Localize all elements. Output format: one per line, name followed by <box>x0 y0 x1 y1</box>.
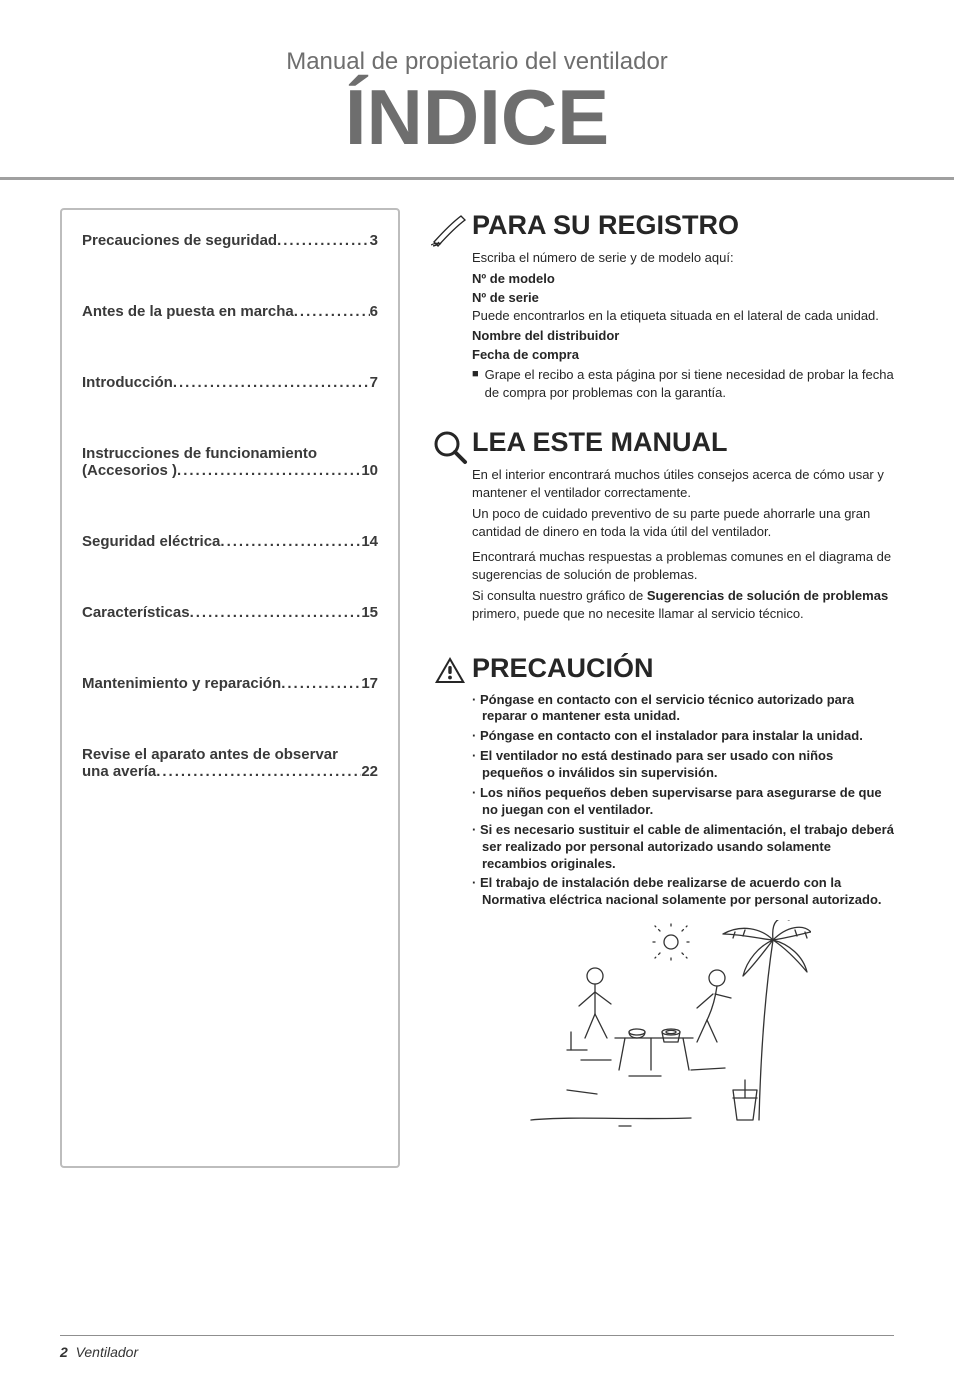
toc-page: 3 <box>370 232 378 249</box>
toc-item: Introducción ...........................… <box>82 374 378 391</box>
toc-item: Seguridad eléctrica ....................… <box>82 533 378 550</box>
toc-label: Mantenimiento y reparación <box>82 675 281 692</box>
section-read-manual: LEA ESTE MANUAL En el interior encontrar… <box>428 427 894 626</box>
precaution-item: Si es necesario sustituir el cable de al… <box>472 822 894 873</box>
toc-label: Antes de la puesta en marcha <box>82 303 294 320</box>
toc-label: Precauciones de seguridad <box>82 232 277 249</box>
toc-page: 22 <box>361 763 378 780</box>
footer-rule <box>60 1335 894 1336</box>
read-p3b: Si consulta nuestro gráfico de Sugerenci… <box>472 587 894 622</box>
toc-label: Introducción <box>82 374 173 391</box>
page-footer: 2 Ventilador <box>60 1335 894 1360</box>
read-p3b-bold: Sugerencias de solución de problemas <box>647 588 888 603</box>
purchase-date-label: Fecha de compra <box>472 347 894 362</box>
square-bullet-icon: ■ <box>472 366 479 401</box>
precaution-item: El trabajo de instalación debe realizars… <box>472 875 894 909</box>
toc-page: 6 <box>370 303 378 320</box>
toc-label: Instrucciones de funcionamiento <box>82 445 378 462</box>
toc-page: 14 <box>361 533 378 550</box>
toc-item: Instrucciones de funcionamiento (Accesor… <box>82 445 378 479</box>
model-number-label: Nº de modelo <box>472 271 894 286</box>
toc-dots: .............. <box>294 303 370 320</box>
beach-scene-illustration <box>428 920 894 1130</box>
warning-icon <box>428 653 472 913</box>
toc-dots: ........................................… <box>173 374 370 391</box>
dealer-name-label: Nombre del distribuidor <box>472 328 894 343</box>
toc-box: Precauciones de seguridad ..............… <box>60 208 400 1168</box>
staple-receipt-text: Grape el recibo a esta página por si tie… <box>485 366 894 401</box>
find-labels-text: Puede encontrarlos en la etiqueta situad… <box>472 307 894 325</box>
read-p1: En el interior encontrará muchos útiles … <box>472 466 894 501</box>
read-p3b-pre: Si consulta nuestro gráfico de <box>472 588 647 603</box>
section-title: LEA ESTE MANUAL <box>472 427 894 458</box>
serial-number-label: Nº de serie <box>472 290 894 305</box>
toc-sublabel: (Accesorios ) <box>82 462 177 479</box>
toc-item: Mantenimiento y reparación .............… <box>82 675 378 692</box>
section-title: PRECAUCIÓN <box>472 653 894 684</box>
toc-page: 10 <box>361 462 378 479</box>
toc-label: Características <box>82 604 190 621</box>
pen-icon <box>428 210 472 401</box>
section-record: PARA SU REGISTRO Escriba el número de se… <box>428 210 894 401</box>
record-intro: Escriba el número de serie y de modelo a… <box>472 249 894 267</box>
read-p2: Un poco de cuidado preventivo de su part… <box>472 505 894 540</box>
toc-dots: .............. <box>281 675 361 692</box>
toc-label: Seguridad eléctrica <box>82 533 220 550</box>
toc-dots: ............................ <box>220 533 361 550</box>
toc-dots: ...................................... <box>190 604 362 621</box>
section-caution: PRECAUCIÓN Póngase en contacto con el se… <box>428 653 894 913</box>
precaution-item: Los niños pequeños deben supervisarse pa… <box>472 785 894 819</box>
footer-page-number: 2 <box>60 1344 68 1360</box>
toc-page: 17 <box>361 675 378 692</box>
toc-dots: ................. <box>277 232 370 249</box>
toc-item: Revise el aparato antes de observar una … <box>82 746 378 780</box>
precaution-item: Póngase en contacto con el servicio técn… <box>472 692 894 726</box>
toc-dots: ........................................… <box>156 763 361 780</box>
footer-label: Ventilador <box>76 1344 139 1360</box>
right-column: PARA SU REGISTRO Escriba el número de se… <box>428 208 894 1168</box>
precaution-item: Póngase en contacto con el instalador pa… <box>472 728 894 745</box>
toc-page: 15 <box>361 604 378 621</box>
section-title: PARA SU REGISTRO <box>472 210 894 241</box>
precaution-item: El ventilador no está destinado para ser… <box>472 748 894 782</box>
read-p3b-post: primero, puede que no necesite llamar al… <box>472 606 804 621</box>
page-title: ÍNDICE <box>60 72 894 163</box>
toc-item: Precauciones de seguridad ..............… <box>82 232 378 249</box>
precautions-list: Póngase en contacto con el servicio técn… <box>472 692 894 910</box>
title-rule <box>0 177 954 180</box>
toc-dots: ........................................ <box>177 462 361 479</box>
read-p3a: Encontrará muchas respuestas a problemas… <box>472 548 894 583</box>
toc-label: Revise el aparato antes de observar <box>82 746 378 763</box>
toc-item: Características ........................… <box>82 604 378 621</box>
toc-sublabel: una avería <box>82 763 156 780</box>
toc-item: Antes de la puesta en marcha ...........… <box>82 303 378 320</box>
toc-page: 7 <box>370 374 378 391</box>
magnifier-icon <box>428 427 472 626</box>
